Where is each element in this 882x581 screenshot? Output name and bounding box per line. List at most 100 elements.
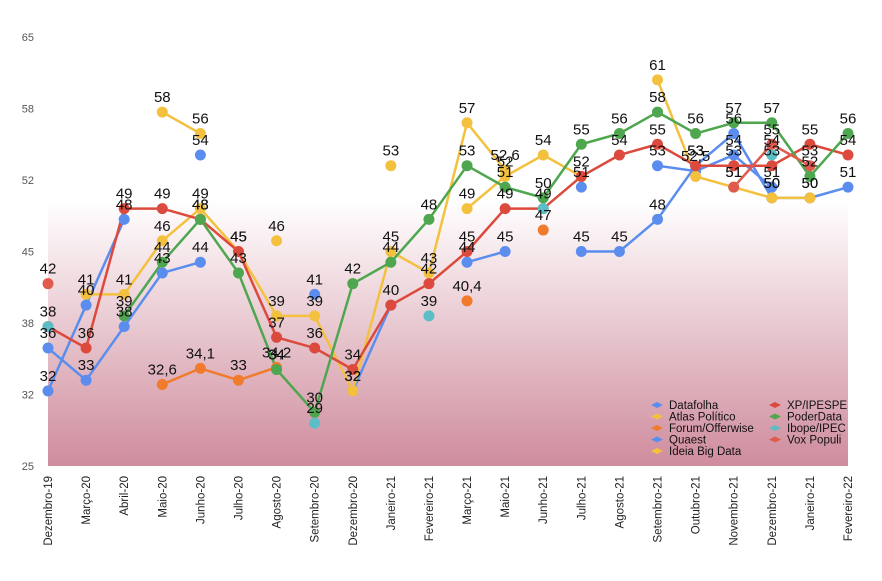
line-ideia-big-data [465, 175, 507, 210]
point-ideia-big-data [194, 128, 206, 140]
line-xp-ipespe [46, 325, 88, 350]
point-xp-ipespe [728, 160, 740, 172]
x-tick-label: Dezembro-19 [43, 476, 55, 546]
data-label-datafolha: 38 [116, 304, 133, 321]
data-label-poderdata: 56 [840, 111, 857, 128]
point-forum-offerwise [194, 362, 206, 374]
data-label-quaest: 54 [725, 132, 742, 149]
point-datafolha [499, 246, 511, 257]
line-xp-ipespe [84, 207, 126, 350]
line-quaest [694, 153, 735, 173]
data-label-datafolha: 44 [192, 239, 209, 256]
x-tick-label: Junho-21 [538, 476, 550, 524]
line-poderdata [694, 121, 735, 135]
point-ibope-ipec [42, 321, 54, 333]
line-datafolha [46, 346, 88, 382]
point-datafolha [613, 246, 625, 257]
data-label-datafolha: 53 [687, 143, 704, 160]
line-xp-ipespe [541, 175, 583, 210]
x-axis: Dezembro-19 Março-20 Abril-20 Maio-20 Junho-… [43, 476, 855, 546]
point-datafolha [194, 256, 206, 268]
data-label-xp-ipespe: 36 [78, 325, 95, 342]
data-label-ideia-big-data: 50 [802, 175, 819, 192]
legend-label: XP/IPESPE [787, 400, 847, 412]
line-forum-offerwise [199, 367, 240, 382]
point-quaest [575, 181, 587, 193]
x-tick-label: Agosto-21 [614, 476, 626, 528]
legend-swatch-icon [651, 402, 663, 408]
data-label-forum-offerwise: 34,2 [262, 344, 291, 361]
legend-swatch-icon [651, 425, 663, 431]
data-label-poderdata: 30 [306, 389, 323, 406]
point-xp-ipespe [309, 342, 321, 354]
data-label-vox-populi: 55 [763, 121, 780, 138]
line-poderdata [313, 282, 355, 414]
point-ibope-ipec [423, 310, 435, 322]
legend-item: Atlas Político [651, 412, 735, 424]
data-label-poderdata: 56 [687, 111, 704, 128]
point-poderdata [461, 160, 473, 172]
data-label-vox-populi: 53 [802, 143, 819, 160]
line-quaest [46, 303, 88, 393]
line-poderdata [122, 260, 164, 318]
legend-swatch-icon [651, 448, 663, 454]
legend-swatch-icon [769, 402, 781, 408]
point-xp-ipespe [613, 149, 625, 161]
line-ideia-big-data [503, 153, 545, 178]
data-label-xp-ipespe: 49 [497, 186, 514, 203]
point-poderdata [194, 213, 206, 225]
point-xp-ipespe [461, 246, 473, 257]
x-tick-label: Agosto-20 [272, 476, 284, 528]
point-vox-populi [728, 181, 740, 193]
x-tick-label: Dezembro-20 [348, 476, 360, 546]
x-tick-label: Janeiro-21 [386, 476, 398, 530]
point-poderdata [156, 256, 168, 268]
data-label-atlas-pol-tico: 45 [383, 229, 400, 246]
data-label-poderdata: 48 [421, 196, 438, 213]
y-tick-label: 52 [22, 175, 34, 187]
point-xp-ipespe [423, 278, 435, 290]
data-label-ideia-big-data: 61 [649, 57, 666, 74]
x-tick-label: Setembro-20 [310, 476, 322, 542]
data-label-xp-ipespe: 53 [763, 143, 780, 160]
line-datafolha [808, 185, 850, 200]
data-label-poderdata: 57 [763, 100, 780, 117]
line-ideia-big-data [541, 153, 583, 178]
data-label-xp-ipespe: 52 [573, 153, 590, 170]
data-label-poderdata: 55 [573, 121, 590, 138]
legend-swatch-icon [651, 413, 663, 420]
x-tick-label: Novembro-21 [729, 476, 741, 546]
legend-swatch-icon [769, 436, 781, 443]
data-label-xp-ipespe: 45 [230, 229, 247, 246]
point-xp-ipespe [347, 363, 359, 375]
data-label-atlas-pol-tico: 39 [306, 293, 323, 310]
line-xp-ipespe [656, 143, 697, 167]
data-label-datafolha: 45 [573, 229, 590, 246]
point-xp-ipespe [156, 203, 168, 215]
data-label-xp-ipespe: 45 [459, 229, 476, 246]
x-tick-label: Março-21 [462, 476, 474, 525]
line-datafolha [122, 271, 164, 328]
data-label-ideia-big-data: 53 [383, 143, 400, 160]
line-datafolha [84, 325, 126, 382]
y-tick-label: 38 [22, 318, 34, 330]
data-label-atlas-pol-tico: 52,6 [491, 147, 520, 164]
plot-background [48, 200, 848, 466]
point-datafolha [80, 374, 92, 386]
y-tick-label: 45 [22, 247, 34, 259]
line-xp-ipespe [580, 153, 621, 178]
point-atlas-pol-tico [423, 267, 435, 279]
data-label-datafolha: 44 [459, 239, 476, 256]
line-quaest [656, 164, 697, 173]
legend-swatch-icon [651, 436, 663, 443]
legend-label: Ibope/IPEC [787, 423, 846, 435]
point-ibope-ipec [537, 203, 549, 215]
data-label-forum-offerwise: 33 [230, 357, 247, 374]
y-axis: 65 58 52 45 38 32 25 [22, 32, 34, 473]
point-datafolha [42, 342, 54, 354]
point-forum-offerwise [461, 295, 473, 307]
data-label-quaest: 54 [192, 132, 209, 149]
line-atlas-pol-tico [161, 207, 202, 243]
line-xp-ipespe [618, 143, 659, 157]
